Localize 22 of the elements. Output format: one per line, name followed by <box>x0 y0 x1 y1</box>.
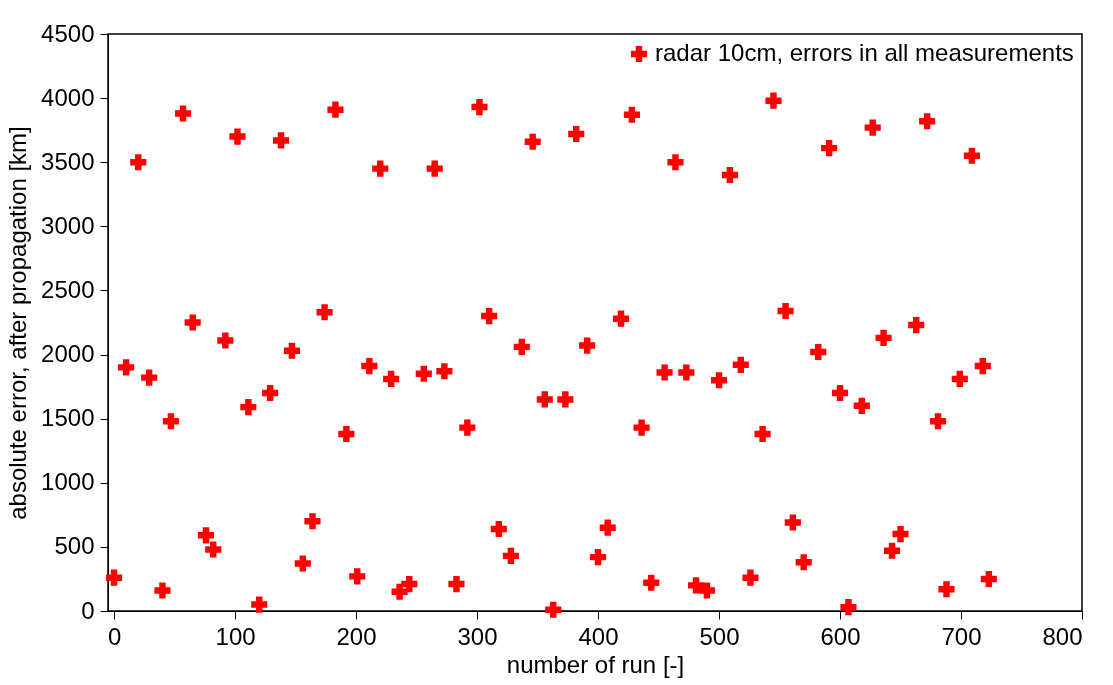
x-tick-label: 600 <box>820 622 861 650</box>
y-tick-label: 3500 <box>41 147 95 175</box>
x-tick-label: 800 <box>1042 622 1083 650</box>
y-tick-label: 3000 <box>41 211 95 239</box>
x-tick-label: 300 <box>457 622 498 650</box>
y-tick-label: 2000 <box>41 340 95 368</box>
x-tick-label: 700 <box>941 622 982 650</box>
x-tick-label: 0 <box>107 622 122 650</box>
y-axis-title: absolute error, after propagation [km] <box>4 126 32 520</box>
legend-label: radar 10cm, errors in all measurements <box>655 39 1074 66</box>
x-tick-label: 500 <box>699 622 740 650</box>
x-tick-label: 100 <box>215 622 256 650</box>
x-tick-label: 200 <box>336 622 377 650</box>
y-tick-label: 0 <box>81 596 95 624</box>
x-axis-title: number of run [-] <box>506 650 685 678</box>
y-tick-label: 4000 <box>41 83 95 111</box>
y-tick-label: 500 <box>54 532 95 560</box>
x-tick-label: 400 <box>578 622 619 650</box>
y-tick-label: 2500 <box>41 275 95 303</box>
y-tick-label: 1500 <box>41 404 95 432</box>
y-tick-label: 1000 <box>41 468 95 496</box>
y-tick-label: 4500 <box>41 19 95 47</box>
